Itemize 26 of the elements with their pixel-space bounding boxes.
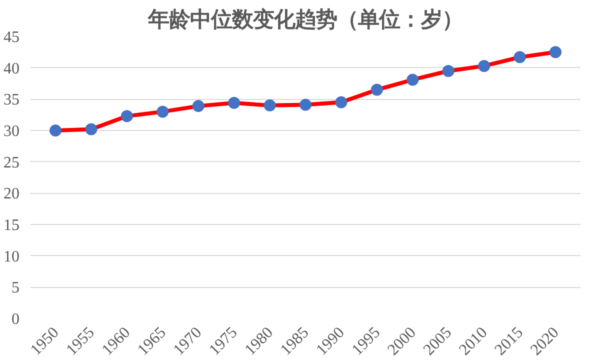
y-tick-label: 25 (4, 154, 20, 172)
y-tick-label: 40 (4, 60, 20, 78)
point (192, 100, 204, 112)
point (50, 124, 62, 136)
point (335, 96, 348, 108)
point (550, 46, 562, 58)
y-tick-label: 20 (4, 186, 20, 203)
chart-title: 年龄中位数变化趋势（单位：岁） (147, 8, 463, 32)
point (478, 60, 490, 72)
point (85, 123, 98, 136)
y-tick-label: 5 (12, 280, 20, 297)
point (228, 96, 240, 109)
point (442, 64, 454, 77)
point (120, 110, 133, 122)
y-tick-label: 35 (4, 92, 20, 109)
point (300, 98, 312, 111)
y-tick-label: 30 (4, 123, 20, 140)
y-tick-label: 10 (4, 248, 20, 266)
y-tick-label: 0 (12, 311, 20, 328)
point (264, 99, 276, 112)
point (156, 106, 169, 118)
y-tick-label: 45 (4, 29, 20, 46)
point (406, 74, 419, 86)
point (514, 51, 526, 64)
point (370, 84, 383, 96)
y-tick-label: 15 (4, 217, 20, 234)
